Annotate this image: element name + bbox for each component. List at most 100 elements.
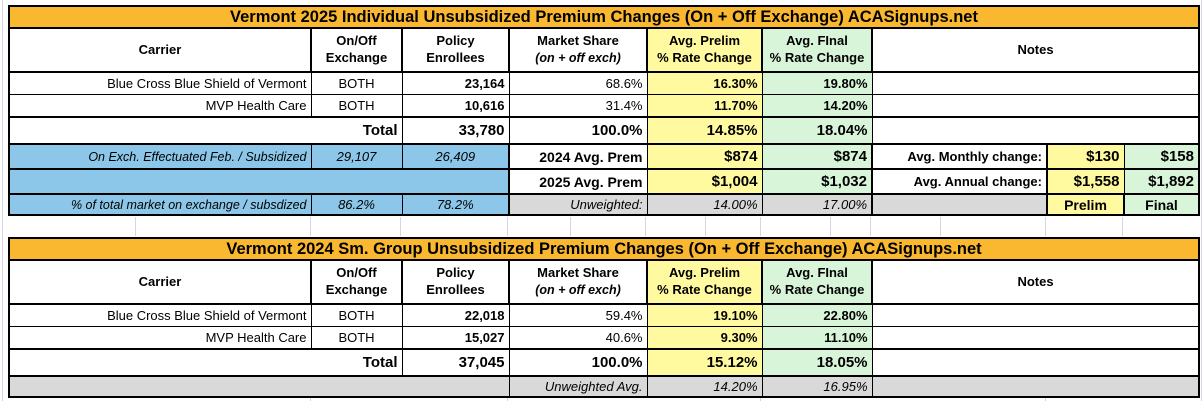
enrollees-cell: 15,027 (401, 326, 510, 350)
unweighted-prelim: 14.00% (646, 193, 763, 216)
prelim-change-cell: 19.10% (646, 303, 763, 327)
market-share-cell: 40.6% (508, 326, 648, 350)
col-header-final: Avg. FInal % Rate Change (761, 259, 873, 305)
pct-label: % of total market on exchange / subsdize… (8, 193, 312, 216)
carrier-cell: MVP Health Care (8, 326, 312, 350)
col-header-exchange: On/Off Exchange (310, 259, 403, 305)
spacer-cell (871, 193, 1048, 216)
gridline (760, 217, 761, 236)
col-header-notes: Notes (871, 27, 1200, 73)
col-header-prelim: Avg. Prelim % Rate Change (646, 27, 763, 73)
market-share-cell: 31.4% (508, 94, 648, 118)
gridline (940, 217, 941, 236)
col-header-enrollees: Policy Enrollees (401, 259, 510, 305)
prem-2025-final: $1,032 (761, 168, 873, 195)
total-enrollees: 33,780 (401, 116, 510, 145)
gridline (507, 397, 508, 401)
carrier-row: Blue Cross Blue Shield of Vermont BOTH 2… (8, 71, 1200, 95)
exchange-cell: BOTH (310, 303, 403, 327)
total-enrollees: 37,045 (401, 348, 510, 377)
enrollees-cell: 10,616 (401, 94, 510, 118)
notes-cell (871, 116, 1200, 145)
col-header-prelim: Avg. Prelim % Rate Change (646, 259, 763, 305)
gridline (570, 217, 571, 236)
effectuated-onexch: 29,107 (310, 143, 403, 170)
gridline (2, 0, 3, 401)
enrollees-cell: 23,164 (401, 71, 510, 95)
annual-change-label: Avg. Annual change: (871, 168, 1048, 195)
final-change-cell: 19.80% (761, 71, 873, 95)
col-header-market-share: Market Share (on + off exch) (508, 27, 648, 73)
prelim-change-cell: 11.70% (646, 94, 763, 118)
premium-2025-row: 2025 Avg. Prem $1,004 $1,032 Avg. Annual… (8, 168, 1200, 195)
gridline (830, 217, 831, 236)
exchange-stats-spacer (8, 168, 510, 195)
notes-cell (871, 326, 1200, 350)
gridline (400, 217, 401, 236)
gridline (1122, 217, 1123, 236)
gridline (1045, 397, 1046, 401)
gridline (705, 217, 706, 236)
total-final-change: 18.04% (761, 116, 873, 145)
unweighted-final: 17.00% (761, 193, 873, 216)
carrier-cell: MVP Health Care (8, 94, 312, 118)
prelim-change-cell: 9.30% (646, 326, 763, 350)
gridline (645, 217, 646, 236)
col-header-market-share: Market Share (on + off exch) (508, 259, 648, 305)
col-header-final: Avg. FInal % Rate Change (761, 27, 873, 73)
carrier-cell: Blue Cross Blue Shield of Vermont (8, 71, 312, 95)
notes-cell (871, 375, 1200, 398)
notes-cell (871, 348, 1200, 377)
table-title: Vermont 2024 Sm. Group Unsubsidized Prem… (8, 237, 1200, 261)
table-title: Vermont 2025 Individual Unsubsidized Pre… (8, 5, 1200, 29)
prem-2025-prelim: $1,004 (646, 168, 763, 195)
prem-2025-label: 2025 Avg. Prem (508, 168, 648, 195)
prem-2024-label: 2024 Avg. Prem (508, 143, 648, 170)
total-row: Total 33,780 100.0% 14.85% 18.04% (8, 116, 1200, 145)
pct-onexch: 86.2% (310, 193, 403, 216)
gridline (760, 397, 761, 401)
col-header-enrollees: Policy Enrollees (401, 27, 510, 73)
carrier-row: MVP Health Care BOTH 15,027 40.6% 9.30% … (8, 326, 1200, 350)
prem-2024-final: $874 (761, 143, 873, 170)
col-header-exchange: On/Off Exchange (310, 27, 403, 73)
effectuated-row: On Exch. Effectuated Feb. / Subsidized 2… (8, 143, 1200, 170)
market-share-cell: 68.6% (508, 71, 648, 95)
exchange-cell: BOTH (310, 71, 403, 95)
enrollees-cell: 22,018 (401, 303, 510, 327)
pct-on-exchange-row: % of total market on exchange / subsdize… (8, 193, 1200, 216)
exchange-cell: BOTH (310, 94, 403, 118)
final-column-label: Final (1123, 193, 1200, 216)
gridline (310, 397, 311, 401)
total-prelim-change: 15.12% (646, 348, 763, 377)
gridline (135, 217, 136, 236)
total-label: Total (8, 348, 403, 377)
market-share-cell: 59.4% (508, 303, 648, 327)
prelim-column-label: Prelim (1046, 193, 1125, 216)
notes-cell (871, 94, 1200, 118)
prelim-change-cell: 16.30% (646, 71, 763, 95)
exchange-cell: BOTH (310, 326, 403, 350)
gridline (310, 217, 311, 236)
unweighted-prelim: 14.20% (646, 375, 763, 398)
unweighted-final: 16.95% (761, 375, 873, 398)
monthly-change-prelim: $130 (1046, 143, 1125, 170)
col-header-notes: Notes (871, 259, 1200, 305)
carrier-row: MVP Health Care BOTH 10,616 31.4% 11.70%… (8, 94, 1200, 118)
unweighted-label: Unweighted: (508, 193, 648, 216)
total-final-change: 18.05% (761, 348, 873, 377)
unweighted-row: Unweighted Avg. 14.20% 16.95% (8, 375, 1200, 398)
monthly-change-final: $158 (1123, 143, 1200, 170)
gridline (1201, 0, 1202, 401)
carrier-cell: Blue Cross Blue Shield of Vermont (8, 303, 312, 327)
total-row: Total 37,045 100.0% 15.12% 18.05% (8, 348, 1200, 377)
monthly-change-label: Avg. Monthly change: (871, 143, 1048, 170)
spacer-cell (8, 375, 510, 398)
effectuated-label: On Exch. Effectuated Feb. / Subsidized (8, 143, 312, 170)
col-header-carrier: Carrier (8, 259, 312, 305)
gridline (1045, 217, 1046, 236)
gridline (870, 217, 871, 236)
annual-change-final: $1,892 (1123, 168, 1200, 195)
col-header-carrier: Carrier (8, 27, 312, 73)
individual-premium-table: Vermont 2025 Individual Unsubsidized Pre… (8, 5, 1200, 216)
